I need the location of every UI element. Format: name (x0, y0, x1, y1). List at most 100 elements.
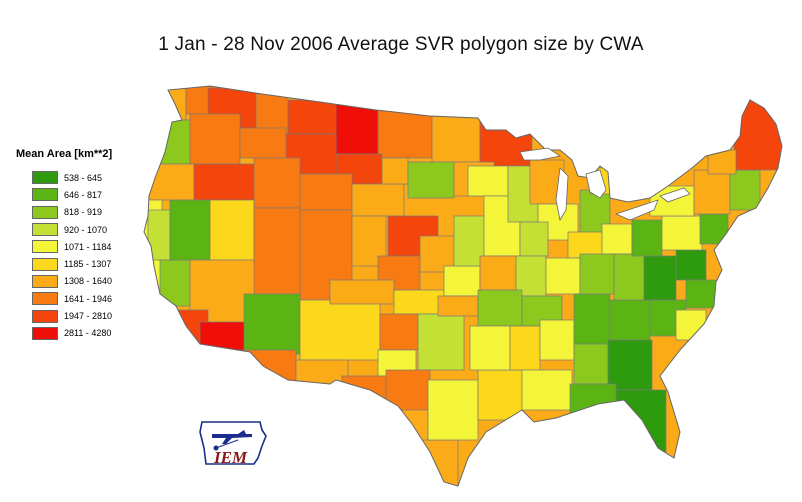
cwa-region (479, 255, 517, 291)
cwa-region (239, 127, 287, 159)
cwa-region (545, 257, 581, 295)
cwa-region (685, 279, 717, 309)
legend-swatch (32, 326, 58, 340)
legend-item: 1185 - 1307 (16, 255, 166, 272)
cwa-region (381, 157, 409, 185)
cwa-region (253, 207, 301, 295)
cwa-region (365, 409, 429, 451)
cwa-region (675, 309, 707, 341)
legend-label: 818 - 919 (64, 207, 103, 218)
iowa-outline-icon (199, 421, 267, 465)
legend-swatch (32, 171, 58, 185)
cwa-region (255, 93, 289, 135)
legend-item: 2811 - 4280 (16, 325, 166, 342)
cwa-region (329, 279, 395, 305)
cwa-region (693, 169, 731, 215)
cwa-region (295, 359, 349, 391)
cwa-region (409, 439, 459, 486)
cwa-region (209, 199, 255, 261)
cwa-region (515, 255, 547, 297)
cwa-region (519, 221, 549, 257)
cwa-region (299, 173, 353, 211)
cwa-region (661, 215, 703, 251)
cwa-region (351, 183, 405, 217)
cwa-region (341, 375, 387, 417)
legend-title: Mean Area [km**2] (16, 148, 113, 160)
legend-label: 538 - 645 (64, 172, 103, 183)
legend-label: 2811 - 4280 (64, 328, 112, 339)
cwa-region (299, 299, 381, 361)
legend-swatch (32, 257, 58, 271)
cwa-region (573, 293, 611, 345)
cwa-region (573, 343, 609, 385)
legend-item: 1947 - 2810 (16, 307, 166, 324)
legend: Mean Area [km**2] 538 - 645 646 - 817 818 … (16, 148, 166, 342)
legend-item: 646 - 817 (16, 186, 166, 203)
cwa-region (569, 383, 617, 415)
cwa-region (437, 295, 479, 317)
legend-label: 1071 - 1184 (64, 241, 112, 252)
cwa-region (539, 319, 575, 361)
legend-swatch (32, 240, 58, 254)
legend-label: 646 - 817 (64, 189, 103, 200)
legend-label: 1641 - 1946 (64, 293, 113, 304)
airplane-icon (212, 430, 252, 444)
cwa-region (643, 255, 677, 301)
cwa-region (417, 313, 465, 371)
cwa-region (477, 289, 523, 327)
cwa-region (579, 253, 615, 295)
legend-item: 818 - 919 (16, 204, 166, 221)
cwa-region (407, 161, 455, 199)
cwa-region (427, 379, 479, 441)
legend-swatch (32, 274, 58, 288)
legend-swatch (32, 309, 58, 323)
cwa-region (169, 199, 211, 261)
cwa-region (243, 293, 301, 355)
cwa-region (469, 325, 511, 371)
cwa-region (699, 213, 729, 245)
cwa-region (609, 299, 651, 341)
cwa-region (189, 113, 241, 165)
legend-item: 920 - 1070 (16, 221, 166, 238)
map-title: 1 Jan - 28 Nov 2006 Average SVR polygon … (158, 34, 644, 55)
cwa-region (467, 165, 509, 197)
cwa-region (379, 313, 419, 351)
cwa-region (733, 99, 782, 171)
cwa-region (613, 253, 645, 301)
legend-swatch (32, 188, 58, 202)
legend-label: 1185 - 1307 (64, 259, 112, 270)
legend-swatch (32, 292, 58, 306)
cwa-region (235, 349, 297, 391)
cwa-region (521, 369, 573, 411)
cwa-region (443, 265, 481, 297)
cwa-region (453, 215, 485, 267)
cwa-region (393, 289, 445, 315)
legend-swatch (32, 223, 58, 237)
legend-label: 1308 - 1640 (64, 276, 113, 287)
cwa-region (675, 249, 707, 281)
cwa-region (385, 369, 431, 417)
cwa-region (707, 149, 737, 175)
cwa-region (477, 369, 523, 421)
cwa-region (253, 157, 301, 209)
cwa-region (729, 169, 761, 211)
iem-logo-text: IEM (214, 448, 248, 467)
cwa-region (607, 339, 653, 391)
cwa-region (431, 115, 481, 163)
legend-items: 538 - 645 646 - 817 818 - 919 920 - 1070 107… (16, 169, 166, 342)
cwa-region (335, 103, 379, 155)
cwa-region (509, 325, 541, 371)
cwa-region (631, 219, 663, 257)
legend-item: 1641 - 1946 (16, 290, 166, 307)
legend-label: 920 - 1070 (64, 224, 108, 235)
iem-logo (199, 421, 267, 465)
legend-item: 1308 - 1640 (16, 273, 166, 290)
legend-label: 1947 - 2810 (64, 311, 113, 322)
cwa-region (377, 109, 433, 159)
legend-item: 1071 - 1184 (16, 238, 166, 255)
legend-swatch (32, 205, 58, 219)
cwa-region (149, 86, 187, 121)
cwa-region (193, 163, 255, 201)
legend-item: 538 - 645 (16, 169, 166, 186)
